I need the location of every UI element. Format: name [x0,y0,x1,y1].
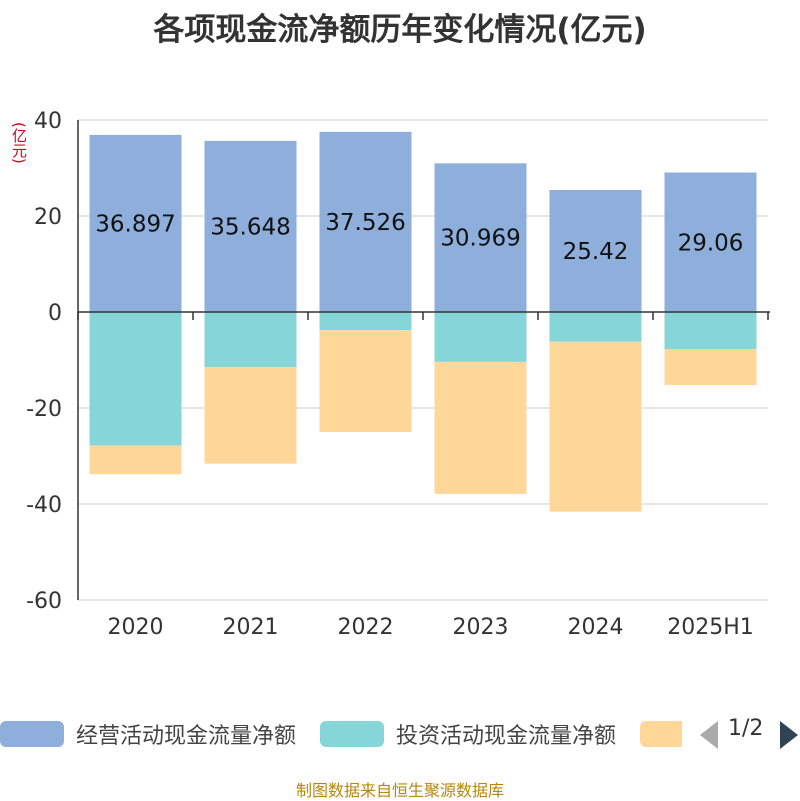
y-tick-label: 40 [34,109,62,134]
data-source-footer: 制图数据来自恒生聚源数据库 [295,781,504,800]
x-tick-label: 2020 [108,615,164,640]
legend-swatch-third-series [640,721,682,747]
bar-series2-2024 [549,341,642,512]
x-tick-label: 2023 [453,615,509,640]
bar-series1-2022 [319,312,412,331]
legend-prev-page-icon[interactable] [700,721,720,749]
data-label: 35.648 [210,214,290,240]
bar-series0-2024 [549,189,642,312]
y-tick-label: -40 [26,493,62,518]
bar-series1-2021 [204,312,297,368]
bar-series1-2024 [549,312,642,342]
bar-series1-2023 [434,312,527,362]
y-axis-unit-label: (亿元) [10,122,28,164]
legend-swatch-investing [320,721,384,747]
bar-series2-2020 [89,445,182,475]
bar-series1-2025H1 [664,312,757,349]
bar-series2-2023 [434,361,527,494]
y-tick-label: 20 [34,205,62,230]
y-tick-label: -20 [26,397,62,422]
x-tick-label: 2021 [223,615,279,640]
bar-series2-2021 [204,367,297,464]
legend-label-operating: 经营活动现金流量净额 [76,724,297,749]
data-label: 29.06 [678,230,744,256]
y-tick-label: 0 [48,301,62,326]
data-label: 36.897 [95,211,175,237]
legend-label-investing: 投资活动现金流量净额 [396,724,617,749]
bar-series0-2022 [319,131,412,312]
legend: 经营活动现金流量净额 投资活动现金流量净额 [0,712,800,756]
bar-series2-2022 [319,330,412,432]
bar-series0-2021 [204,140,297,312]
legend-item-investing[interactable]: 投资活动现金流量净额 [320,712,616,756]
legend-next-page-icon[interactable] [780,721,800,749]
data-label: 30.969 [440,226,520,252]
chart-title: 各项现金流净额历年变化情况(亿元) [153,12,647,48]
legend-item-operating[interactable]: 经营活动现金流量净额 [0,712,296,756]
x-tick-label: 2025H1 [667,615,754,640]
bar-series0-2025H1 [664,172,757,312]
legend-item-third-series[interactable] [640,712,682,756]
bar-series0-2020 [89,134,182,312]
bar-series2-2025H1 [664,348,757,385]
x-tick-label: 2024 [568,615,624,640]
bar-series0-2023 [434,163,527,312]
data-label: 37.526 [325,210,405,236]
data-label: 25.42 [563,239,629,265]
legend-page-indicator: 1/2 [728,716,764,741]
bar-series1-2020 [89,312,182,446]
y-tick-label: -60 [26,589,62,614]
legend-swatch-operating [0,721,64,747]
x-tick-label: 2022 [338,615,394,640]
